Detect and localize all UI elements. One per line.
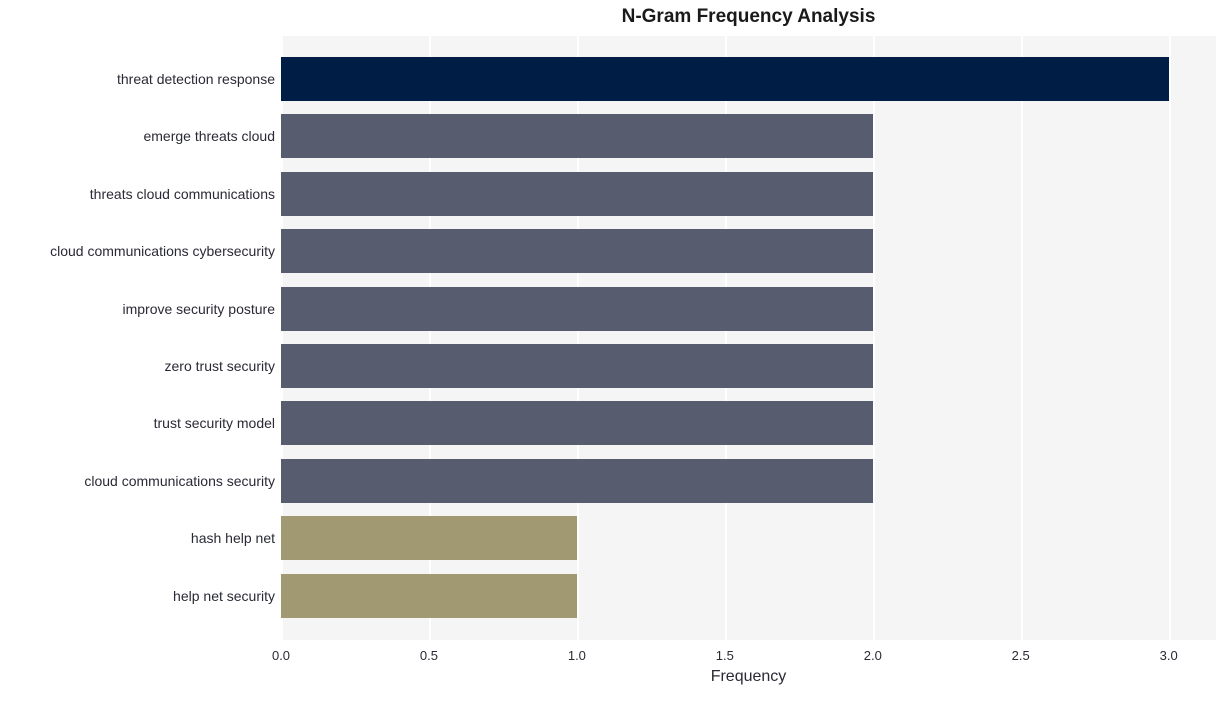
chart-title: N-Gram Frequency Analysis (281, 6, 1216, 28)
grid-line (873, 36, 875, 640)
grid-band (281, 624, 1216, 640)
y-tick-label: cloud communications security (1, 473, 281, 489)
x-tick-label: 2.5 (1012, 640, 1030, 663)
bar (281, 401, 873, 445)
x-tick-label: 1.0 (568, 640, 586, 663)
y-tick-label: zero trust security (1, 358, 281, 374)
grid-band (281, 36, 1216, 50)
y-tick-label: improve security posture (1, 301, 281, 317)
y-tick-label: threats cloud communications (1, 186, 281, 202)
grid-line (1021, 36, 1023, 640)
y-tick-label: trust security model (1, 415, 281, 431)
x-tick-label: 0.5 (420, 640, 438, 663)
y-tick-label: emerge threats cloud (1, 128, 281, 144)
bar (281, 114, 873, 158)
ngram-frequency-chart: N-Gram Frequency Analysis Frequency thre… (0, 0, 1222, 701)
bar (281, 57, 1169, 101)
bar (281, 229, 873, 273)
bar (281, 344, 873, 388)
grid-line (1169, 36, 1171, 640)
x-tick-label: 1.5 (716, 640, 734, 663)
bar (281, 516, 577, 560)
y-tick-label: cloud communications cybersecurity (1, 243, 281, 259)
bar (281, 287, 873, 331)
y-tick-label: hash help net (1, 530, 281, 546)
y-tick-label: threat detection response (1, 71, 281, 87)
bar (281, 172, 873, 216)
bar (281, 459, 873, 503)
x-tick-label: 2.0 (864, 640, 882, 663)
x-tick-label: 0.0 (272, 640, 290, 663)
x-tick-label: 3.0 (1160, 640, 1178, 663)
bar (281, 574, 577, 618)
plot-area: Frequency threat detection responseemerg… (281, 36, 1216, 640)
y-tick-label: help net security (1, 588, 281, 604)
